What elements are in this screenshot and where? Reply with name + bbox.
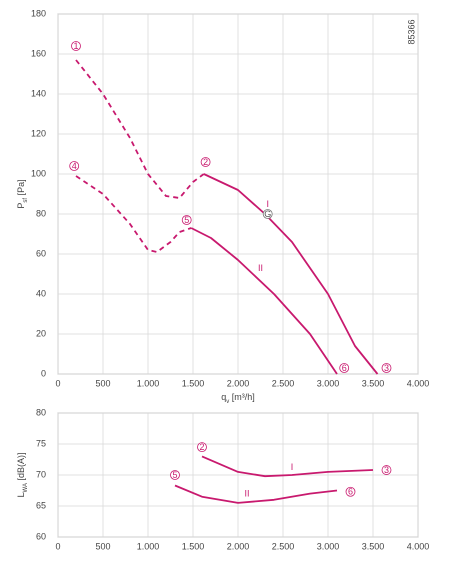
x-tick-label: 4.000 xyxy=(407,378,430,388)
y-tick-label: 120 xyxy=(31,128,46,138)
marker-circle xyxy=(262,209,273,219)
y-axis-label-unit: [Pa] xyxy=(16,179,26,198)
marker-label: G xyxy=(264,209,271,219)
dashed-curve xyxy=(75,175,192,253)
marker-label: 5 xyxy=(184,215,189,225)
x-axis-label-unit: [m³/h] xyxy=(229,392,255,402)
marker-circle xyxy=(69,161,80,171)
marker-circle xyxy=(71,41,81,51)
x-tick-label: 1.000 xyxy=(137,378,160,388)
x-tick-label: 0 xyxy=(55,378,60,388)
y-tick-label: 180 xyxy=(31,8,46,18)
x-tick-label: 3.500 xyxy=(362,541,385,551)
y-tick-label: 70 xyxy=(36,469,46,479)
marker-label: 3 xyxy=(384,363,389,373)
x-tick-label: 1.500 xyxy=(182,378,205,388)
marker-circle xyxy=(339,363,350,373)
y-tick-label: 20 xyxy=(36,328,46,338)
x-tick-label: 0 xyxy=(55,541,60,551)
x-tick-label: 3.500 xyxy=(362,378,385,388)
marker-label: 5 xyxy=(172,470,177,480)
marker-circle xyxy=(181,215,192,225)
chart-code: 85366 xyxy=(406,19,416,44)
x-axis-label-sub: v xyxy=(226,399,229,405)
y-tick-label: 140 xyxy=(31,88,46,98)
marker-label: 6 xyxy=(348,487,353,497)
x-axis-label: qv [m³/h] xyxy=(221,392,255,404)
curve xyxy=(203,173,379,375)
x-axis-label-main: q xyxy=(221,392,226,402)
marker-circle xyxy=(381,363,392,373)
y-tick-label: 65 xyxy=(36,500,46,510)
y-tick-label: 160 xyxy=(31,48,46,58)
curve xyxy=(190,227,338,375)
marker-label: 4 xyxy=(72,161,77,171)
curve-label: II xyxy=(258,263,263,273)
y-axis-label-sub: WA xyxy=(23,483,29,492)
marker-label: 1 xyxy=(73,41,78,51)
x-tick-label: 3.000 xyxy=(317,541,340,551)
curve xyxy=(201,455,374,478)
curve-label: I xyxy=(266,199,269,209)
y-axis-label-sub: sf xyxy=(23,198,29,203)
marker-circle xyxy=(200,157,211,167)
y-tick-label: 40 xyxy=(36,288,46,298)
x-tick-label: 2.000 xyxy=(227,541,250,551)
x-tick-label: 2.500 xyxy=(272,541,295,551)
x-tick-label: 1.500 xyxy=(182,541,205,551)
x-tick-label: 2.500 xyxy=(272,378,295,388)
marker-circle xyxy=(381,465,392,475)
y-axis-label: Psf [Pa] xyxy=(16,179,28,208)
y-tick-label: 80 xyxy=(36,208,46,218)
y-tick-label: 100 xyxy=(31,168,46,178)
y-tick-label: 80 xyxy=(36,407,46,417)
curve xyxy=(174,484,338,504)
marker-circle xyxy=(197,442,207,453)
x-tick-label: 500 xyxy=(95,541,110,551)
y-tick-label: 60 xyxy=(36,531,46,541)
marker-label: 2 xyxy=(203,157,208,167)
x-tick-label: 1.000 xyxy=(137,541,160,551)
x-tick-label: 2.000 xyxy=(227,378,250,388)
x-tick-label: 500 xyxy=(95,378,110,388)
curve-label: I xyxy=(291,462,294,472)
curve-label: II xyxy=(244,488,249,498)
y-tick-label: 75 xyxy=(36,438,46,448)
marker-label: 2 xyxy=(199,442,204,452)
marker-label: 3 xyxy=(384,465,389,475)
y-tick-label: 60 xyxy=(36,248,46,258)
marker-label: 6 xyxy=(342,363,347,373)
y-tick-label: 0 xyxy=(41,368,46,378)
y-axis-label-unit: [dB(A)] xyxy=(16,453,26,484)
marker-circle xyxy=(345,486,356,497)
y-axis-label-main: P xyxy=(16,203,26,209)
y-axis-label-main: L xyxy=(16,492,26,497)
marker-circle xyxy=(170,470,180,480)
y-axis-label: LWA [dB(A)] xyxy=(16,453,28,498)
x-tick-label: 4.000 xyxy=(407,541,430,551)
x-tick-label: 3.000 xyxy=(317,378,340,388)
